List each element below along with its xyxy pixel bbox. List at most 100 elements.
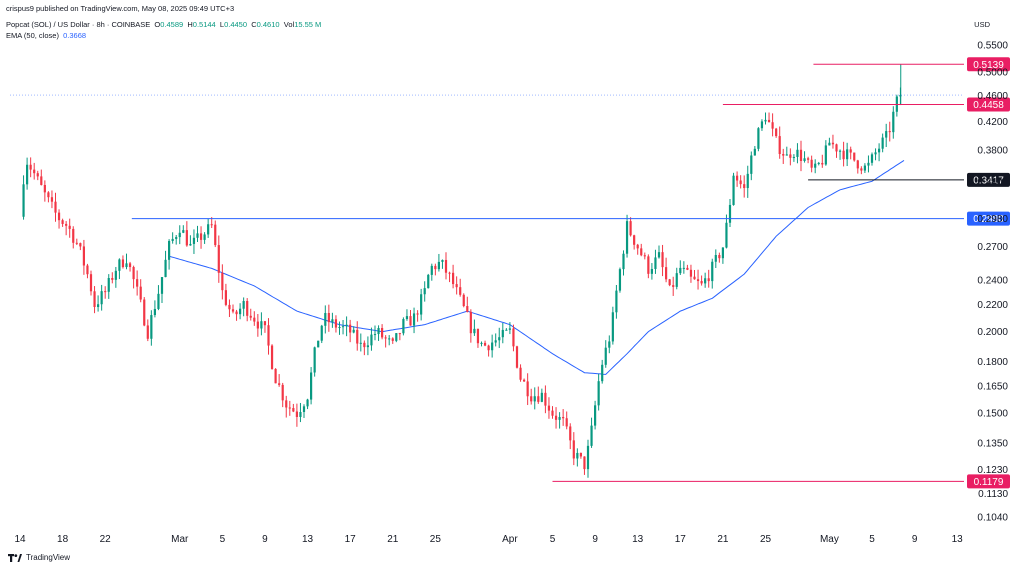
candle (189, 235, 192, 246)
candle (75, 238, 78, 246)
candle (356, 321, 359, 351)
candle (295, 403, 299, 427)
candle-body (704, 278, 707, 284)
level-tag (967, 57, 1010, 72)
candle-body (409, 316, 412, 326)
candle-body (86, 265, 89, 275)
candle-body (711, 261, 714, 282)
candle (828, 137, 831, 146)
x-tick-label: 5 (869, 534, 875, 545)
candle-body (615, 290, 618, 313)
tradingview-logo-icon (8, 553, 22, 562)
candle (867, 155, 870, 173)
candle-body (849, 149, 852, 153)
candle-body (629, 221, 632, 236)
candle-body (835, 144, 838, 152)
x-tick-label: 25 (430, 534, 442, 545)
candle (643, 252, 646, 260)
candle (128, 261, 132, 272)
candle-body (334, 319, 338, 328)
candle (835, 143, 838, 158)
currency-label: USD (974, 20, 990, 29)
candle-body (579, 452, 583, 457)
candle-body (664, 267, 668, 280)
candle-body (427, 274, 430, 289)
candle (689, 264, 693, 283)
candle-body (182, 230, 185, 233)
level-0.2980: 0.2980 (131, 211, 1010, 226)
candle-body (846, 149, 849, 160)
candle-body (728, 204, 732, 223)
candle (214, 220, 217, 248)
candle-body (608, 341, 611, 348)
candle-body (356, 329, 359, 344)
level-tag (967, 97, 1010, 112)
y-tick-label: 0.1500 (977, 409, 1008, 420)
y-tick-label: 0.2700 (977, 242, 1008, 253)
candle-body (33, 169, 36, 174)
candle-body (530, 396, 533, 402)
candle-body (643, 255, 646, 257)
candle-body (487, 345, 490, 351)
candle (96, 295, 100, 312)
candle (270, 344, 274, 370)
candle (746, 165, 749, 198)
candle-body (892, 111, 895, 133)
candle (199, 226, 203, 249)
candle (775, 127, 778, 138)
candle (409, 309, 412, 326)
candle (888, 121, 891, 142)
candle (494, 333, 497, 347)
candle (579, 452, 583, 459)
candle-body (118, 259, 121, 271)
candle (597, 373, 600, 411)
candle (25, 157, 29, 190)
candle-body (373, 334, 377, 336)
candle-body (260, 321, 263, 329)
candle (441, 259, 444, 269)
candle-body (491, 342, 494, 351)
candle-body (526, 381, 529, 397)
candle-body (143, 299, 146, 326)
candle-body (885, 131, 888, 138)
candle-body (498, 337, 501, 341)
candle (750, 151, 753, 181)
candle-body (164, 259, 167, 278)
candle (79, 242, 82, 251)
candle (313, 346, 316, 377)
candle-body (441, 259, 444, 262)
candle (622, 250, 625, 276)
candle-body (221, 272, 224, 291)
candle (462, 293, 465, 308)
candle-body (785, 154, 788, 156)
y-tick-label: 0.5000 (977, 68, 1008, 79)
ema-line (168, 159, 905, 375)
candle-body (459, 287, 462, 295)
candle-body (714, 255, 717, 262)
candle-body (806, 158, 810, 160)
candle-body (157, 293, 160, 309)
candle (363, 340, 366, 356)
candle (522, 378, 526, 382)
candle-body (469, 311, 472, 334)
candle-body (249, 315, 252, 318)
candle-body (295, 411, 299, 417)
candle (175, 235, 178, 245)
candle-body (405, 316, 409, 320)
candle-body (682, 267, 685, 269)
candle-body (512, 328, 515, 347)
candle-body (246, 301, 249, 316)
volume-value: 15.55 M (294, 20, 322, 29)
candle-body (856, 160, 859, 169)
candle-body (104, 291, 107, 293)
candle-body (668, 279, 671, 286)
candle-body (537, 396, 540, 402)
candle (405, 309, 409, 321)
candle-body (160, 277, 164, 294)
level-tag (967, 211, 1010, 226)
candle (455, 276, 458, 295)
candle (285, 395, 288, 418)
candle (700, 275, 703, 286)
candle (65, 221, 68, 236)
